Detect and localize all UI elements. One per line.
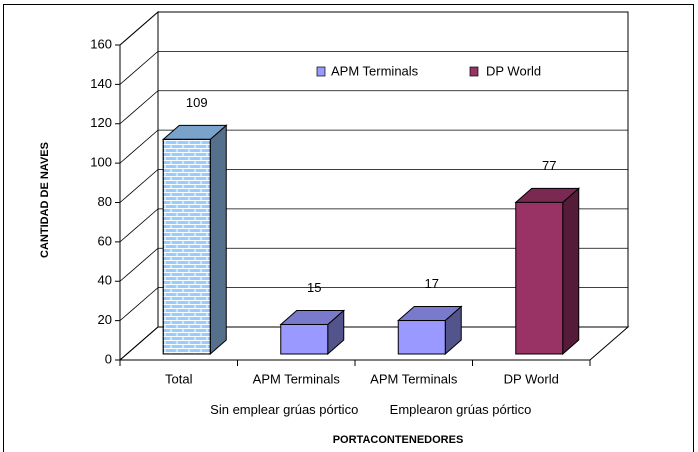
grid-line [119, 208, 628, 243]
x-tick-label: DP World [504, 371, 559, 386]
y-tick-label: 160 [90, 36, 112, 51]
y-tick-label: 80 [98, 194, 112, 209]
bar [279, 309, 346, 356]
legend-swatch [469, 66, 479, 77]
grid-line [119, 326, 628, 361]
bar [514, 187, 581, 356]
bar [396, 305, 463, 356]
legend-swatch [316, 66, 326, 77]
bar-face [397, 320, 446, 355]
y-tick-label: 20 [98, 312, 112, 327]
grid-line [119, 287, 628, 321]
group-label: Emplearon grúas pórtico [389, 402, 532, 417]
grid-line [119, 247, 628, 282]
value-label: 17 [425, 276, 439, 291]
bar [161, 124, 228, 356]
x-axis-title: PORTACONTENEDORES [333, 434, 464, 446]
grid-line [119, 50, 628, 85]
x-tick-label: APM Terminals [253, 371, 341, 386]
grid-line [119, 169, 628, 203]
x-tick-label: APM Terminals [370, 371, 458, 386]
bar-face [209, 124, 227, 356]
grid-line [119, 129, 628, 164]
x-tick-label: Total [165, 371, 193, 386]
y-tick-label: 60 [98, 233, 112, 248]
value-label: 77 [542, 158, 556, 173]
bar-face [515, 201, 564, 355]
grid-line [119, 11, 628, 46]
value-label: 15 [307, 280, 321, 295]
grid-line [119, 90, 628, 125]
legend-label: DP World [486, 63, 541, 78]
y-tick-label: 100 [90, 155, 112, 170]
legend-label: APM Terminals [331, 63, 419, 78]
y-tick-label: 40 [98, 273, 112, 288]
bar-face [280, 323, 329, 355]
frame [3, 4, 694, 452]
group-label: Sin emplear grúas pórtico [210, 402, 359, 417]
value-label: 109 [186, 95, 208, 110]
bar-face [562, 187, 580, 356]
y-axis-title: CANTIDAD DE NAVES [39, 142, 51, 258]
y-tick-label: 120 [90, 115, 112, 130]
y-tick-label: 0 [105, 351, 112, 366]
bar-face [162, 138, 211, 355]
y-tick-label: 140 [90, 76, 112, 91]
